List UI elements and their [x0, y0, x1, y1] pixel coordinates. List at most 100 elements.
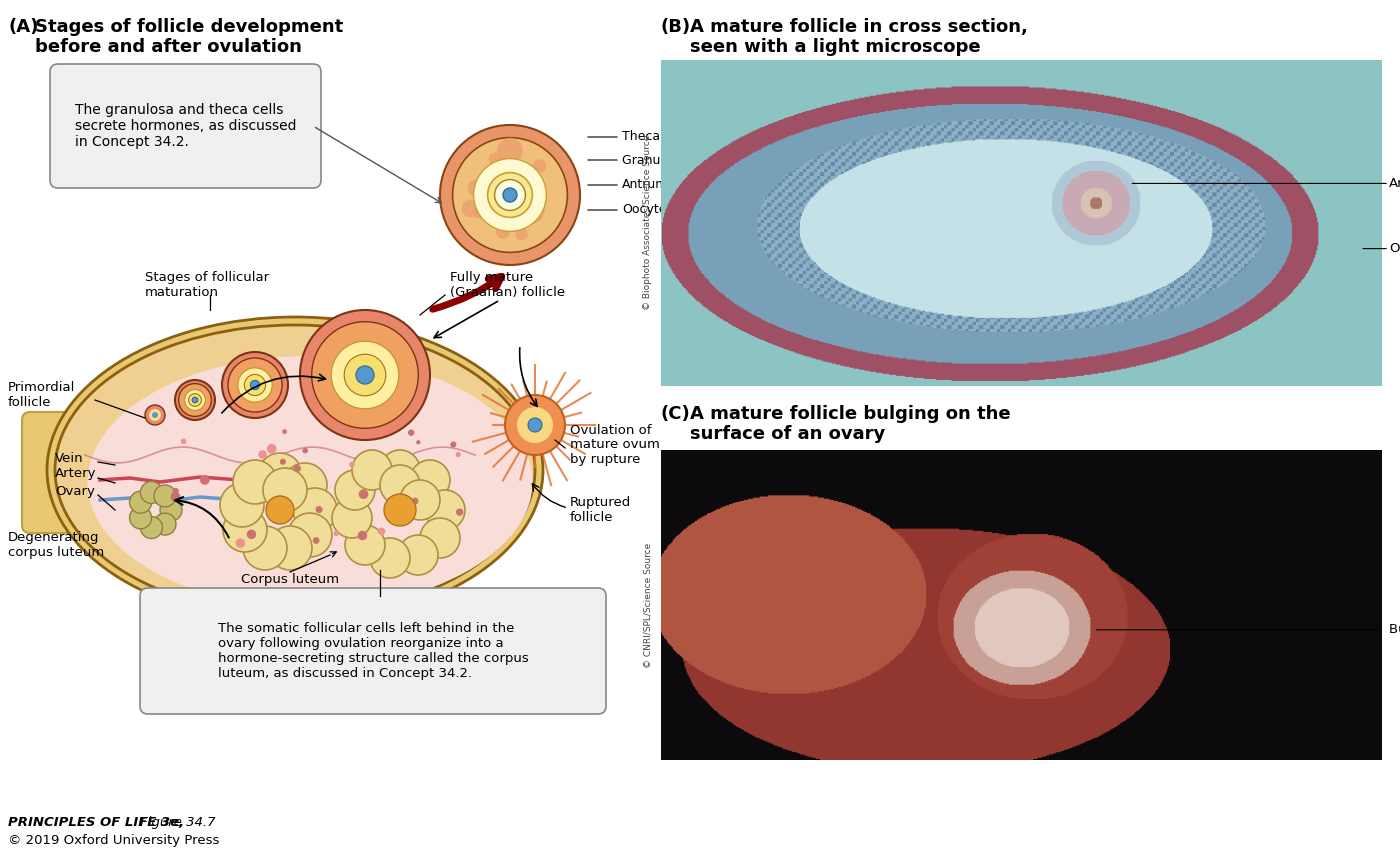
- Circle shape: [473, 177, 498, 201]
- Circle shape: [293, 488, 337, 532]
- Circle shape: [181, 438, 186, 444]
- Text: Stages of follicular
maturation: Stages of follicular maturation: [146, 271, 269, 299]
- Circle shape: [283, 463, 328, 507]
- Circle shape: [398, 535, 438, 575]
- Circle shape: [175, 380, 216, 420]
- Circle shape: [489, 152, 501, 165]
- Text: © CNRI/SPL/Science Source: © CNRI/SPL/Science Source: [644, 542, 652, 668]
- Circle shape: [200, 475, 210, 485]
- Text: (A): (A): [8, 18, 38, 36]
- Circle shape: [146, 405, 165, 425]
- Circle shape: [335, 470, 375, 510]
- Text: Theca cells: Theca cells: [622, 130, 693, 144]
- Circle shape: [426, 490, 465, 530]
- Circle shape: [154, 485, 176, 507]
- Circle shape: [505, 395, 566, 455]
- Circle shape: [280, 459, 286, 465]
- Circle shape: [384, 494, 416, 526]
- Circle shape: [487, 173, 532, 217]
- Circle shape: [312, 322, 419, 428]
- Circle shape: [288, 513, 332, 557]
- FancyBboxPatch shape: [140, 588, 606, 714]
- Circle shape: [452, 138, 567, 253]
- Text: Antrum: Antrum: [1389, 177, 1400, 190]
- Circle shape: [153, 412, 158, 418]
- Circle shape: [344, 354, 386, 396]
- Circle shape: [351, 450, 392, 490]
- Circle shape: [356, 366, 374, 384]
- Circle shape: [528, 418, 542, 432]
- Circle shape: [494, 171, 511, 188]
- Circle shape: [172, 488, 179, 494]
- Circle shape: [412, 498, 419, 505]
- Circle shape: [192, 397, 197, 403]
- Circle shape: [494, 180, 525, 210]
- Text: Primordial
follicle: Primordial follicle: [8, 381, 76, 409]
- Circle shape: [235, 539, 245, 548]
- Circle shape: [130, 507, 151, 528]
- Circle shape: [515, 195, 545, 224]
- Text: Ovary: Ovary: [55, 486, 95, 499]
- Circle shape: [154, 513, 176, 535]
- Ellipse shape: [48, 317, 543, 623]
- Circle shape: [370, 538, 410, 578]
- Circle shape: [283, 429, 287, 434]
- Circle shape: [400, 480, 440, 520]
- Circle shape: [246, 529, 256, 539]
- Circle shape: [315, 506, 322, 513]
- Circle shape: [517, 407, 553, 443]
- Circle shape: [171, 492, 181, 502]
- Circle shape: [358, 489, 368, 499]
- Circle shape: [251, 380, 259, 390]
- Text: Antrum: Antrum: [622, 179, 668, 191]
- Circle shape: [244, 526, 287, 570]
- Circle shape: [451, 442, 456, 448]
- Ellipse shape: [87, 356, 532, 608]
- Circle shape: [266, 496, 294, 524]
- Circle shape: [258, 453, 302, 497]
- Text: A mature follicle in cross section,: A mature follicle in cross section,: [690, 18, 1028, 36]
- Circle shape: [140, 482, 162, 504]
- Text: (B): (B): [659, 18, 690, 36]
- Text: before and after ovulation: before and after ovulation: [35, 38, 302, 56]
- FancyBboxPatch shape: [22, 412, 127, 533]
- Text: (C): (C): [659, 405, 690, 423]
- Circle shape: [462, 200, 479, 217]
- Circle shape: [407, 430, 414, 436]
- Circle shape: [349, 462, 354, 467]
- FancyBboxPatch shape: [50, 64, 321, 188]
- Text: Artery: Artery: [55, 467, 97, 481]
- Circle shape: [455, 452, 461, 457]
- Circle shape: [498, 203, 512, 216]
- Ellipse shape: [55, 325, 535, 615]
- Circle shape: [220, 483, 265, 527]
- Circle shape: [223, 508, 267, 552]
- Circle shape: [510, 206, 528, 225]
- Circle shape: [263, 468, 307, 512]
- Circle shape: [238, 368, 272, 403]
- Circle shape: [130, 491, 151, 513]
- Circle shape: [379, 465, 420, 505]
- Circle shape: [300, 310, 430, 440]
- Circle shape: [456, 508, 463, 516]
- Circle shape: [420, 518, 461, 558]
- Text: Corpus luteum: Corpus luteum: [241, 574, 339, 586]
- Text: Oocyte: Oocyte: [622, 203, 666, 216]
- Circle shape: [473, 207, 486, 219]
- Circle shape: [185, 390, 206, 410]
- Circle shape: [379, 450, 420, 490]
- Text: surface of an ovary: surface of an ovary: [690, 425, 885, 443]
- Text: Stages of follicle development: Stages of follicle development: [35, 18, 343, 36]
- Text: © 2019 Oxford University Press: © 2019 Oxford University Press: [8, 834, 220, 847]
- Circle shape: [228, 358, 281, 412]
- Circle shape: [140, 517, 162, 539]
- Circle shape: [333, 531, 339, 536]
- Text: seen with a light microscope: seen with a light microscope: [690, 38, 980, 56]
- Circle shape: [259, 450, 267, 459]
- Circle shape: [416, 440, 420, 444]
- Circle shape: [223, 352, 288, 418]
- Circle shape: [332, 498, 372, 538]
- Circle shape: [160, 499, 182, 521]
- Text: Ovum: Ovum: [1389, 243, 1400, 255]
- Text: Ruptured
follicle: Ruptured follicle: [570, 496, 631, 524]
